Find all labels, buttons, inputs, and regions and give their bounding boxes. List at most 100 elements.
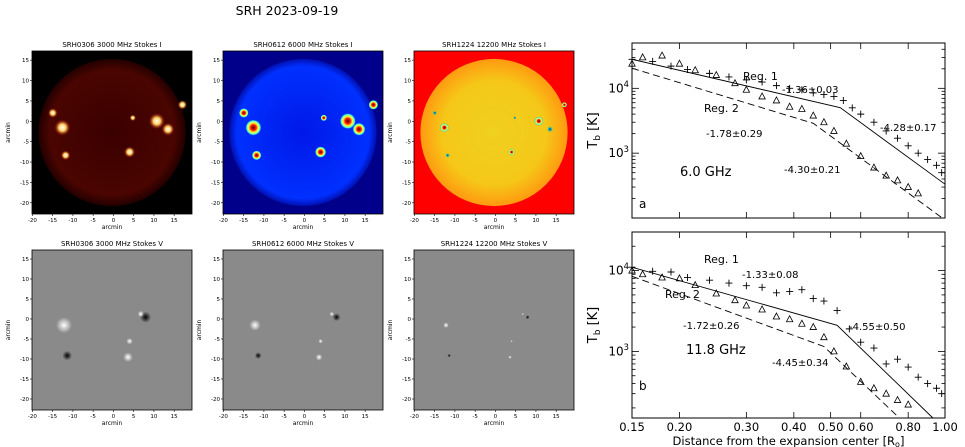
reg2-triangle-marker bbox=[830, 347, 838, 355]
reg1-plus-marker bbox=[706, 69, 714, 77]
solar-disk bbox=[420, 58, 568, 207]
x-axis-label: arcmin bbox=[102, 224, 123, 231]
reg2-triangle-marker bbox=[638, 53, 647, 61]
frequency-label: 6.0 GHz bbox=[680, 165, 732, 180]
y-tick-label: 0 bbox=[217, 119, 221, 125]
x-tick-label: 0 bbox=[494, 218, 498, 224]
y-tick-label: 10 bbox=[404, 79, 411, 85]
polarization-blob bbox=[329, 311, 335, 317]
polarization-blob bbox=[332, 313, 341, 322]
reg1-plus-marker bbox=[933, 161, 941, 169]
y-tick-label: 104 bbox=[608, 79, 629, 95]
reg2-triangle-marker bbox=[882, 389, 891, 397]
reg1-plus-marker bbox=[725, 73, 733, 81]
reg2-triangle-marker bbox=[798, 319, 806, 327]
x-tick-label: 15 bbox=[171, 414, 178, 420]
reg1-plus-marker bbox=[914, 373, 922, 381]
polarization-blob bbox=[318, 338, 323, 344]
active-region-blob bbox=[148, 113, 165, 130]
reg1-plus-marker bbox=[742, 76, 750, 84]
polarization-blob bbox=[123, 352, 133, 363]
map-title: SRH0612 6000 MHz Stokes V bbox=[252, 240, 354, 248]
y-tick-label: -15 bbox=[20, 377, 29, 383]
reg1-plus-marker bbox=[938, 169, 946, 177]
active-region-blob bbox=[513, 116, 517, 120]
map-panel: SRH1224 12200 MHz Stokes I -20 -15 -10 -5 0 5 1… bbox=[387, 41, 575, 231]
fit-line-reg1 bbox=[631, 266, 934, 419]
x-tick-label: 5 bbox=[514, 218, 518, 224]
map-title: SRH1224 12200 MHz Stokes V bbox=[441, 240, 548, 248]
x-axis-label: arcmin bbox=[484, 224, 505, 231]
y-axis-label: arcmin bbox=[196, 319, 203, 340]
map-frame bbox=[31, 249, 193, 411]
y-tick-label: -20 bbox=[20, 201, 29, 207]
y-tick-label: -5 bbox=[406, 337, 412, 343]
y-tick-label: -20 bbox=[402, 201, 411, 207]
active-region-blob bbox=[432, 110, 438, 116]
active-region-blob bbox=[129, 114, 136, 122]
x-tick-label: 0 bbox=[303, 414, 307, 420]
x-tick-label: 10 bbox=[341, 414, 348, 420]
x-tick-label: 5 bbox=[514, 414, 518, 420]
reg2-triangle-marker bbox=[809, 322, 818, 330]
map-frame bbox=[413, 249, 575, 411]
x-tick-label: 10 bbox=[532, 414, 539, 420]
y-tick-label: 15 bbox=[22, 58, 29, 64]
reg1-plus-marker bbox=[857, 338, 865, 346]
y-tick-label: 15 bbox=[213, 58, 220, 64]
y-tick-label: 15 bbox=[213, 257, 220, 263]
y-axis-label: Tb [K] bbox=[586, 307, 603, 344]
reg1-plus-marker bbox=[820, 297, 828, 305]
active-region-blob bbox=[245, 119, 262, 136]
x-tick-label: -15 bbox=[48, 218, 57, 224]
map-title: SRH1224 12200 MHz Stokes I bbox=[442, 41, 546, 49]
y-tick-label: -5 bbox=[215, 337, 221, 343]
y-tick-label: 5 bbox=[26, 99, 30, 105]
x-tick-label: -20 bbox=[410, 414, 419, 420]
fit-line-reg1 bbox=[631, 58, 946, 185]
reg1-plus-marker bbox=[809, 89, 817, 97]
fit-slope-label: -4.28±0.17 bbox=[880, 123, 937, 134]
reg2-triangle-marker bbox=[772, 96, 781, 104]
reg1-plus-marker bbox=[798, 86, 806, 94]
x-tick-label: -15 bbox=[239, 414, 248, 420]
panel-letter: a bbox=[639, 197, 646, 211]
active-region-blob bbox=[54, 119, 71, 136]
x-tick-label: 15 bbox=[171, 218, 178, 224]
y-tick-label: -5 bbox=[24, 140, 30, 146]
reg1-plus-marker bbox=[684, 66, 692, 74]
x-tick-label: 0 bbox=[494, 414, 498, 420]
active-region-blob bbox=[546, 125, 554, 133]
reg2-triangle-marker bbox=[675, 274, 684, 282]
map-title: SRH0306 3000 MHz Stokes V bbox=[61, 240, 163, 248]
reg2-triangle-marker bbox=[658, 273, 666, 281]
active-region-blob bbox=[440, 123, 449, 133]
reg2-triangle-marker bbox=[628, 59, 636, 67]
reg1-plus-marker bbox=[809, 295, 817, 303]
x-axis-label: arcmin bbox=[293, 224, 314, 231]
reg2-triangle-marker bbox=[870, 163, 878, 171]
x-axis-label: arcmin bbox=[102, 420, 123, 427]
x-tick-label: 5 bbox=[132, 414, 136, 420]
polarization-blob bbox=[254, 352, 262, 359]
map-frame bbox=[222, 249, 384, 411]
reg1-plus-marker bbox=[914, 149, 922, 157]
map-frame bbox=[31, 50, 193, 215]
map-title: SRH0612 6000 MHz Stokes I bbox=[253, 41, 352, 49]
reg1-plus-marker bbox=[667, 62, 675, 70]
tb-panel-b: 103 104 Tb [K] Reg. 1 Reg. 2 -1.33±0.08 -4.55±… bbox=[586, 231, 946, 419]
active-region-blob bbox=[48, 108, 58, 118]
map-title: SRH0306 3000 MHz Stokes I bbox=[62, 41, 161, 49]
x-axis-label: Distance from the expansion center [Ro] bbox=[673, 434, 905, 447]
reg2-triangle-marker bbox=[798, 104, 806, 112]
reg1-plus-marker bbox=[786, 288, 794, 296]
reg2-triangle-marker bbox=[742, 85, 751, 93]
x-tick-label: -10 bbox=[68, 414, 77, 420]
map-background bbox=[32, 250, 192, 410]
reg1-plus-marker bbox=[772, 82, 780, 90]
x-tick-label: -5 bbox=[90, 218, 96, 224]
x-tick-label: -10 bbox=[68, 218, 77, 224]
reg1-plus-marker bbox=[857, 110, 865, 118]
fit-slope-label: -1.72±0.26 bbox=[683, 321, 740, 332]
x-tick-label: -20 bbox=[219, 218, 228, 224]
